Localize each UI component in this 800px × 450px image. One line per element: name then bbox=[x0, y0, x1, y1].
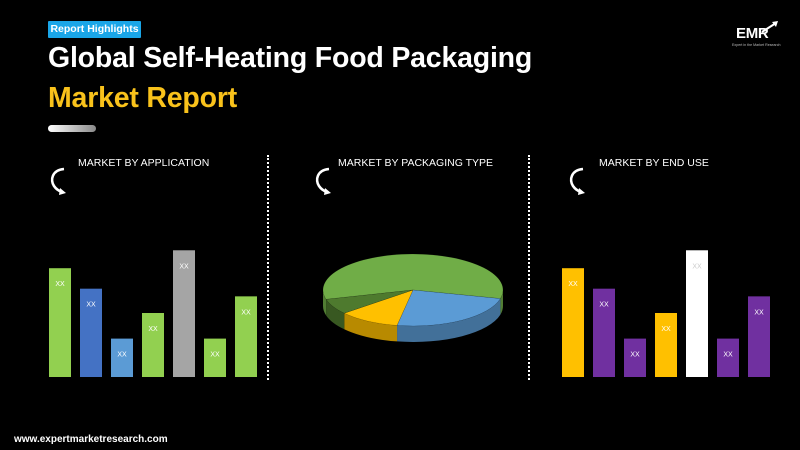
page-title: Global Self-Heating Food Packaging bbox=[48, 42, 533, 74]
report-highlights-badge: Report Highlights bbox=[48, 21, 141, 38]
section-title-application: MARKET BY APPLICATION bbox=[78, 157, 210, 169]
end-use-bar-chart: XX XX XX XX XX XX XX bbox=[562, 250, 770, 377]
bar bbox=[49, 268, 71, 377]
packaging-type-pie-chart bbox=[322, 253, 504, 342]
title-underline bbox=[48, 125, 96, 132]
bar bbox=[142, 313, 164, 377]
section-divider bbox=[267, 155, 269, 380]
bar-data-label: XX bbox=[86, 302, 96, 309]
bar bbox=[655, 313, 677, 377]
bar-data-label: XX bbox=[661, 326, 671, 333]
bar bbox=[111, 338, 133, 377]
bar bbox=[80, 288, 102, 377]
pie-slice bbox=[343, 289, 414, 326]
bar bbox=[748, 296, 770, 377]
bar bbox=[562, 268, 584, 377]
rotate-arrow-icon bbox=[50, 167, 66, 195]
pie-slice bbox=[325, 289, 414, 314]
bar-data-label: XX bbox=[568, 281, 578, 288]
bar-data-label: XX bbox=[599, 302, 609, 309]
bar bbox=[173, 250, 195, 377]
pie-slice-side bbox=[323, 290, 327, 316]
logo-text: EMR bbox=[736, 25, 769, 42]
bar bbox=[624, 338, 646, 377]
bar-data-label: XX bbox=[630, 352, 640, 359]
bar-data-label: XX bbox=[210, 352, 220, 359]
bar-data-label: XX bbox=[117, 352, 127, 359]
bar-data-label: XX bbox=[179, 263, 189, 270]
bar bbox=[204, 338, 226, 377]
pie-slice-side bbox=[500, 290, 503, 315]
emr-logo: EMR Expert in the Market Research bbox=[732, 20, 784, 50]
rotate-arrow-icon bbox=[569, 167, 585, 195]
bar-data-label: XX bbox=[55, 281, 65, 288]
pie-slice bbox=[396, 289, 501, 327]
rotate-arrow-icon bbox=[315, 167, 331, 195]
bar-data-label: XX bbox=[723, 352, 733, 359]
pie-slice-side bbox=[344, 313, 398, 342]
section-title-end-use: MARKET BY END USE bbox=[599, 157, 709, 169]
logo-tagline: Expert in the Market Research bbox=[732, 43, 781, 47]
bar-data-label: XX bbox=[148, 326, 158, 333]
bar-data-label: XX bbox=[692, 263, 702, 270]
bar bbox=[593, 288, 615, 377]
bar bbox=[686, 250, 708, 377]
section-divider bbox=[528, 155, 530, 380]
section-title-packaging-type: MARKET BY PACKAGING TYPE bbox=[338, 157, 494, 169]
footer-url[interactable]: www.expertmarketresearch.com bbox=[14, 434, 168, 445]
page-subtitle: Market Report bbox=[48, 82, 238, 114]
bar bbox=[235, 296, 257, 377]
pie-slice-side bbox=[326, 299, 345, 330]
application-bar-chart: XX XX XX XX XX XX XX bbox=[49, 250, 257, 377]
bar-data-label: XX bbox=[754, 309, 764, 316]
logo-arrow-icon bbox=[761, 21, 778, 33]
pie-slice-side bbox=[397, 298, 501, 342]
pie-slice bbox=[322, 253, 504, 300]
bar bbox=[717, 338, 739, 377]
bar-data-label: XX bbox=[241, 309, 251, 316]
